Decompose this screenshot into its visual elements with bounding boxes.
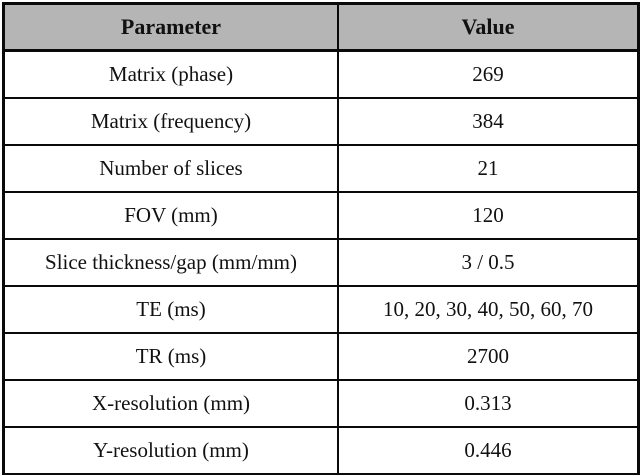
- table-row: X-resolution (mm) 0.313: [3, 379, 639, 428]
- table-row: Slice thickness/gap (mm/mm) 3 / 0.5: [3, 238, 639, 287]
- value-cell: 2700: [337, 332, 639, 381]
- value-cell: 0.446: [337, 426, 639, 475]
- parameter-cell: Matrix (phase): [3, 49, 339, 99]
- parameter-cell: FOV (mm): [3, 191, 339, 240]
- value-cell: 120: [337, 191, 639, 240]
- parameter-cell: TR (ms): [3, 332, 339, 381]
- parameter-cell: Slice thickness/gap (mm/mm): [3, 238, 339, 287]
- table-row: TE (ms) 10, 20, 30, 40, 50, 60, 70: [3, 285, 639, 334]
- parameter-cell: X-resolution (mm): [3, 379, 339, 428]
- table-row: Y-resolution (mm) 0.446: [3, 426, 639, 475]
- value-cell: 269: [337, 49, 639, 99]
- table-row: Number of slices 21: [3, 144, 639, 193]
- table-row: FOV (mm) 120: [3, 191, 639, 240]
- table-header-row: Parameter Value: [3, 3, 639, 52]
- column-header-value: Value: [337, 3, 639, 52]
- table-row: Matrix (phase) 269: [3, 49, 639, 99]
- table-row: TR (ms) 2700: [3, 332, 639, 381]
- value-cell: 3 / 0.5: [337, 238, 639, 287]
- value-cell: 384: [337, 97, 639, 146]
- parameter-cell: Matrix (frequency): [3, 97, 339, 146]
- column-header-parameter: Parameter: [3, 3, 339, 52]
- value-cell: 10, 20, 30, 40, 50, 60, 70: [337, 285, 639, 334]
- table-row: Matrix (frequency) 384: [3, 97, 639, 146]
- parameter-cell: Y-resolution (mm): [3, 426, 339, 475]
- value-cell: 0.313: [337, 379, 639, 428]
- value-cell: 21: [337, 144, 639, 193]
- parameter-cell: TE (ms): [3, 285, 339, 334]
- parameter-cell: Number of slices: [3, 144, 339, 193]
